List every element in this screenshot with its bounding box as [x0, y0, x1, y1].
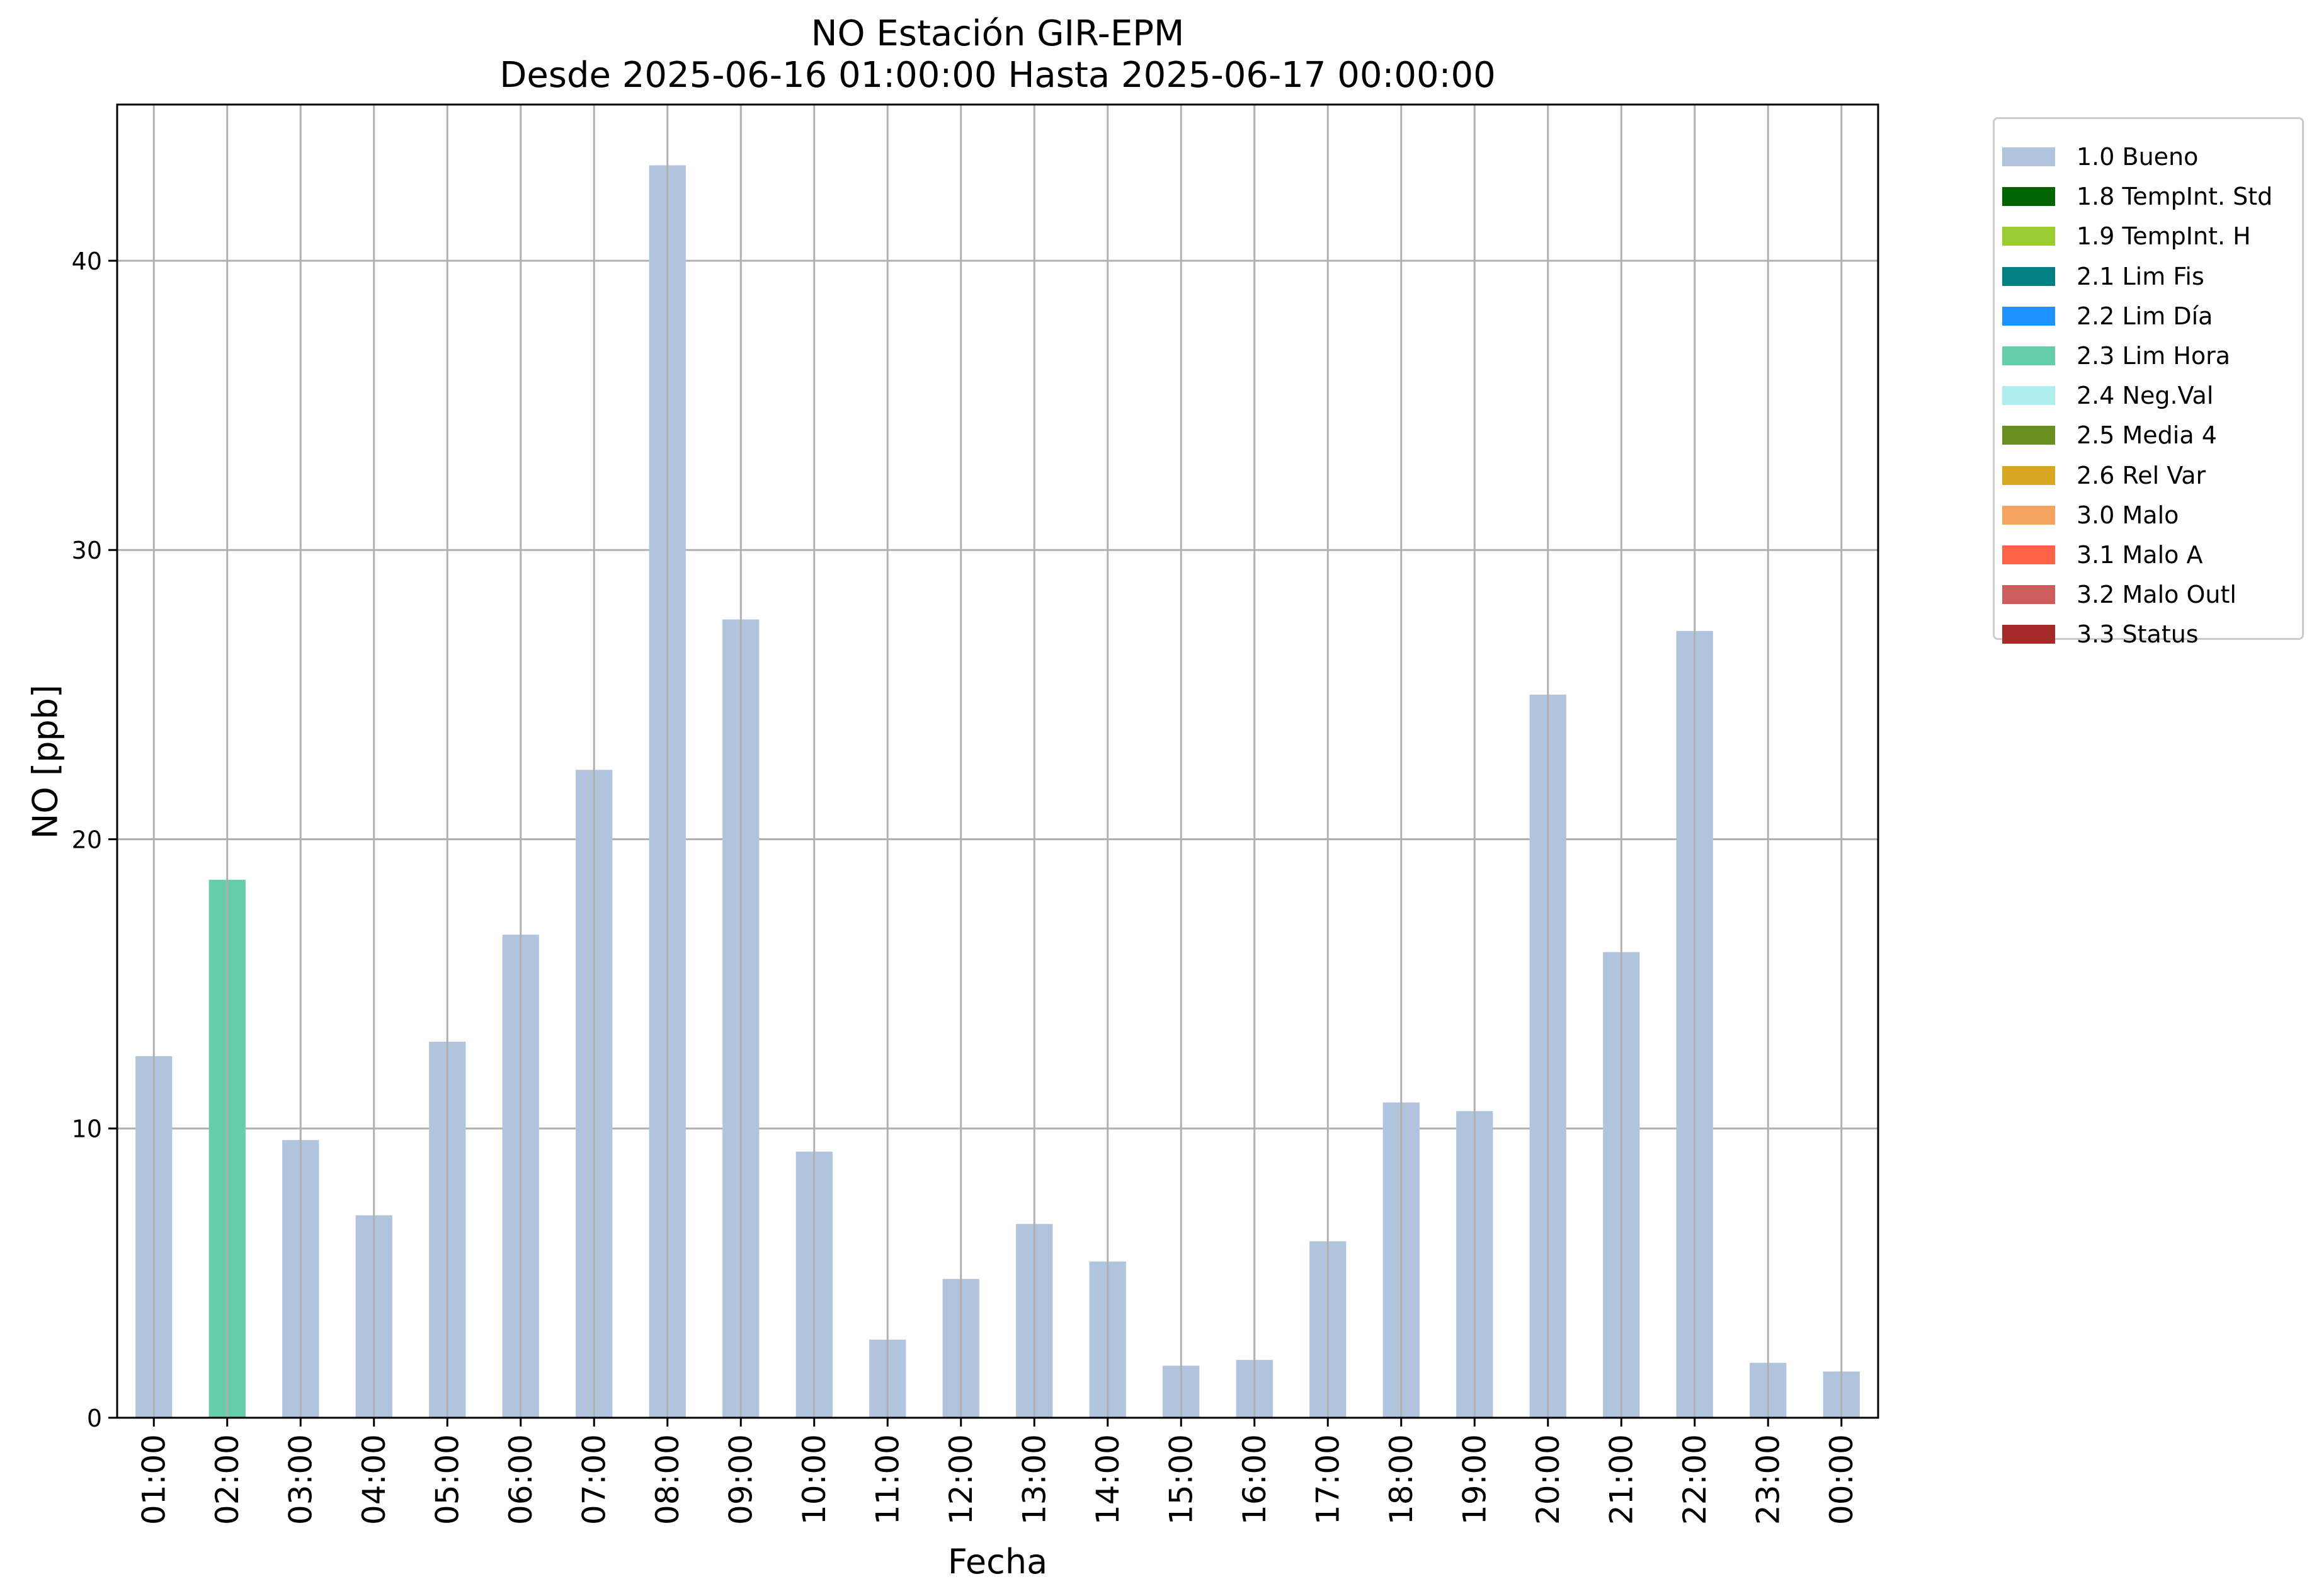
- legend-swatch: [2002, 306, 2055, 326]
- y-axis-label: NO [ppb]: [25, 684, 66, 840]
- legend-label: 3.3 Status: [2077, 620, 2199, 649]
- chart-title: NO Estación GIR-EPM: [811, 13, 1185, 54]
- y-tick-label: 20: [72, 826, 102, 853]
- x-tick-label: 18:00: [1383, 1434, 1420, 1525]
- legend-item: 1.8 TempInt. Std: [2002, 178, 2272, 215]
- legend-item: 3.2 Malo Outl: [2002, 576, 2236, 613]
- legend-item: 3.3 Status: [2002, 615, 2199, 653]
- legend-label: 1.9 TempInt. H: [2077, 222, 2251, 251]
- x-tick-label: 21:00: [1603, 1434, 1639, 1525]
- x-tick-label: 02:00: [209, 1434, 246, 1525]
- x-tick-label: 06:00: [503, 1434, 539, 1525]
- legend-label: 2.2 Lim Día: [2077, 302, 2213, 330]
- legend-swatch: [2002, 266, 2055, 286]
- x-tick-label: 20:00: [1530, 1434, 1566, 1525]
- legend-item: 3.0 Malo: [2002, 496, 2179, 534]
- legend-swatch: [2002, 386, 2055, 406]
- chart-subtitle: Desde 2025-06-16 01:00:00 Hasta 2025-06-…: [499, 55, 1496, 96]
- x-tick-label: 12:00: [943, 1434, 979, 1525]
- legend-item: 1.9 TempInt. H: [2002, 217, 2251, 255]
- legend-item: 2.3 Lim Hora: [2002, 337, 2230, 375]
- legend-swatch: [2002, 465, 2055, 485]
- legend-label: 2.4 Neg.Val: [2077, 382, 2214, 410]
- x-tick-label: 01:00: [135, 1434, 172, 1525]
- legend-swatch: [2002, 585, 2055, 605]
- legend-swatch: [2002, 346, 2055, 365]
- x-tick-label: 15:00: [1163, 1434, 1199, 1525]
- legend-swatch: [2002, 426, 2055, 445]
- x-axis-label: Fecha: [947, 1542, 1048, 1582]
- legend-item: 2.5 Media 4: [2002, 416, 2217, 454]
- x-tick-label: 03:00: [282, 1434, 319, 1525]
- legend-label: 2.1 Lim Fis: [2077, 262, 2204, 290]
- x-tick-label: 09:00: [722, 1434, 759, 1525]
- x-tick-label: 22:00: [1677, 1434, 1713, 1525]
- x-tick-label: 08:00: [649, 1434, 686, 1525]
- x-tick-label: 17:00: [1309, 1434, 1346, 1525]
- legend-label: 1.0 Bueno: [2077, 143, 2199, 171]
- x-tick-label: 00:00: [1823, 1434, 1860, 1525]
- legend-label: 2.5 Media 4: [2077, 421, 2217, 450]
- y-tick-label: 0: [87, 1405, 102, 1432]
- legend: 1.0 Bueno 1.8 TempInt. Std 1.9 TempInt. H 2…: [1993, 117, 2304, 648]
- y-tick-label: 30: [72, 537, 102, 564]
- y-tick-label: 10: [72, 1115, 102, 1143]
- plot-frame: [116, 103, 1879, 1419]
- x-tick-label: 19:00: [1456, 1434, 1493, 1525]
- legend-item: 2.6 Rel Var: [2002, 457, 2206, 494]
- legend-swatch: [2002, 505, 2055, 525]
- x-tick-label: 23:00: [1750, 1434, 1786, 1525]
- legend-item: 2.2 Lim Día: [2002, 297, 2213, 335]
- legend-swatch: [2002, 187, 2055, 207]
- x-tick-label: 05:00: [429, 1434, 465, 1525]
- bars: [135, 165, 1860, 1418]
- legend-label: 2.3 Lim Hora: [2077, 342, 2231, 370]
- legend-item: 1.0 Bueno: [2002, 138, 2198, 176]
- legend-label: 1.8 TempInt. Std: [2077, 183, 2273, 211]
- x-tick-label: 14:00: [1090, 1434, 1126, 1525]
- legend-item: 2.1 Lim Fis: [2002, 258, 2204, 295]
- vertical-grid-lines: [152, 105, 1843, 1418]
- x-tick-label: 11:00: [869, 1434, 906, 1525]
- legend-label: 3.2 Malo Outl: [2077, 581, 2236, 609]
- x-tick-label: 07:00: [576, 1434, 612, 1525]
- y-tick-label: 40: [72, 248, 102, 275]
- legend-swatch: [2002, 545, 2055, 564]
- x-tick-label: 04:00: [356, 1434, 392, 1525]
- legend-label: 3.1 Malo A: [2077, 541, 2203, 569]
- legend-item: 3.1 Malo A: [2002, 536, 2202, 574]
- legend-swatch: [2002, 147, 2055, 166]
- legend-item: 2.4 Neg.Val: [2002, 377, 2213, 414]
- legend-swatch: [2002, 625, 2055, 644]
- x-tick-label: 16:00: [1236, 1434, 1273, 1525]
- x-tick-label: 13:00: [1016, 1434, 1052, 1525]
- legend-swatch: [2002, 227, 2055, 246]
- legend-label: 2.6 Rel Var: [2077, 461, 2206, 489]
- x-tick-label: 10:00: [796, 1434, 833, 1525]
- legend-label: 3.0 Malo: [2077, 501, 2179, 529]
- axis-ticks: 0 10 20 30 40 01:00 02:00 03:00 04:00 05:00 06:00 0…: [72, 248, 1860, 1525]
